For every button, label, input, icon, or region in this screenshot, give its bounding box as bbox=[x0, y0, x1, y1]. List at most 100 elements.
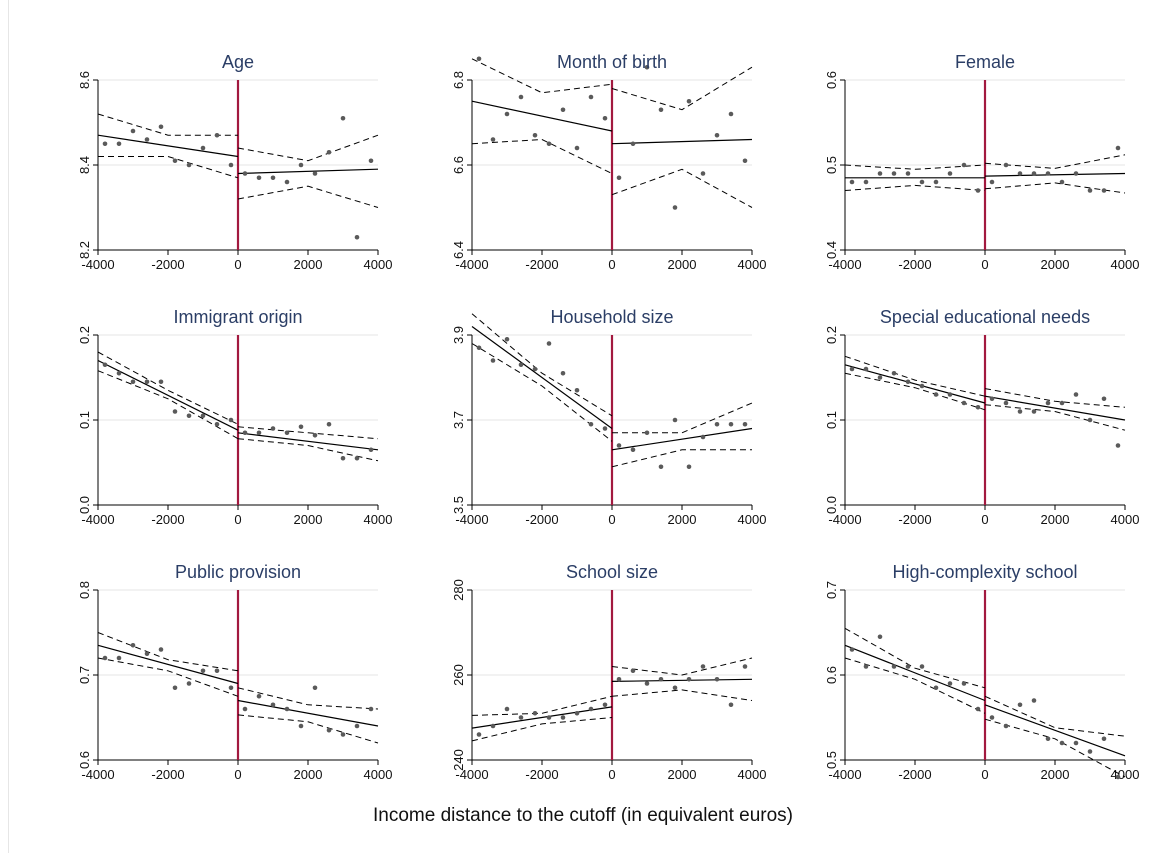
data-point bbox=[1087, 188, 1093, 193]
y-tick-label: 0.5 bbox=[824, 751, 839, 769]
data-point bbox=[1101, 188, 1107, 193]
data-point bbox=[728, 702, 734, 708]
data-point bbox=[560, 107, 566, 113]
data-point bbox=[284, 706, 290, 712]
panel-title: Public provision bbox=[175, 562, 301, 582]
ci-left-upper bbox=[471, 695, 613, 716]
x-tick-label: 0 bbox=[608, 512, 615, 527]
data-point bbox=[686, 676, 692, 682]
data-point bbox=[560, 715, 566, 720]
data-point bbox=[961, 162, 967, 168]
x-tick-label: -4000 bbox=[81, 767, 114, 782]
ci-right-lower bbox=[237, 185, 379, 208]
x-tick-label: 4000 bbox=[364, 767, 393, 782]
data-point bbox=[644, 64, 650, 70]
data-point bbox=[298, 723, 304, 729]
data-point bbox=[340, 455, 346, 461]
data-point bbox=[849, 179, 855, 185]
ci-left-upper bbox=[471, 313, 613, 417]
x-tick-label: -4000 bbox=[828, 767, 861, 782]
x-tick-label: 0 bbox=[981, 257, 988, 272]
data-point bbox=[354, 455, 360, 461]
data-point bbox=[742, 421, 748, 427]
y-tick-label: 0.2 bbox=[824, 326, 839, 344]
y-tick-label: 0.6 bbox=[77, 751, 92, 769]
data-point bbox=[504, 706, 510, 712]
data-point bbox=[877, 171, 883, 176]
x-tick-label: 2000 bbox=[294, 257, 323, 272]
data-point bbox=[742, 158, 748, 164]
y-tick-label: 6.4 bbox=[451, 241, 466, 259]
ci-left-lower bbox=[471, 717, 613, 742]
fit-right bbox=[237, 699, 379, 727]
data-point bbox=[312, 171, 318, 176]
data-point bbox=[1031, 698, 1037, 703]
data-point bbox=[1101, 396, 1107, 402]
data-point bbox=[672, 685, 678, 691]
data-point bbox=[1059, 179, 1065, 185]
panel-public-provision: 0.6 0.7 0.8 -4000 -2000 0 2000 4000 Public provi… bbox=[77, 562, 392, 782]
y-tick-label: 0.1 bbox=[77, 411, 92, 429]
x-tick-label: -4000 bbox=[455, 257, 488, 272]
y-tick-label: 0.7 bbox=[77, 666, 92, 684]
data-point bbox=[630, 141, 636, 147]
fit-right bbox=[611, 138, 753, 145]
x-tick-label: 0 bbox=[608, 767, 615, 782]
panel-title: Month of birth bbox=[557, 52, 667, 72]
data-point bbox=[602, 426, 608, 431]
data-point bbox=[186, 162, 192, 168]
data-point bbox=[658, 107, 664, 113]
data-point bbox=[172, 409, 178, 414]
data-point bbox=[1073, 171, 1079, 176]
data-point bbox=[242, 430, 248, 436]
x-tick-label: 0 bbox=[608, 257, 615, 272]
data-point bbox=[214, 132, 220, 138]
x-tick-label: 4000 bbox=[738, 767, 767, 782]
data-point bbox=[891, 370, 897, 376]
data-point bbox=[919, 664, 925, 669]
data-point bbox=[1031, 409, 1037, 414]
y-tick-label: 3.9 bbox=[451, 326, 466, 344]
x-tick-label: -4000 bbox=[828, 512, 861, 527]
ci-left-lower bbox=[98, 156, 239, 179]
data-point bbox=[270, 175, 276, 181]
ci-right-upper bbox=[984, 695, 1126, 737]
x-tick-label: -2000 bbox=[525, 257, 558, 272]
data-point bbox=[1045, 400, 1051, 406]
fit-left bbox=[97, 359, 239, 431]
data-point bbox=[270, 426, 276, 431]
data-point bbox=[905, 664, 911, 669]
x-tick-label: 2000 bbox=[1041, 512, 1070, 527]
data-point bbox=[130, 128, 136, 134]
x-tick-label: -2000 bbox=[151, 257, 184, 272]
y-tick-label: 8.4 bbox=[77, 156, 92, 174]
x-tick-label: 0 bbox=[981, 767, 988, 782]
x-tick-label: 0 bbox=[234, 767, 241, 782]
data-point bbox=[1101, 736, 1107, 742]
data-point bbox=[242, 706, 248, 712]
data-point bbox=[144, 379, 150, 385]
ci-left-lower bbox=[844, 372, 986, 411]
data-point bbox=[298, 162, 304, 168]
data-point bbox=[214, 421, 220, 427]
panel-age: 8.2 8.4 8.6 -4000 -2000 0 2000 4000 Age bbox=[77, 52, 392, 272]
fit-left bbox=[471, 706, 613, 729]
data-point bbox=[130, 379, 136, 385]
ci-right-lower bbox=[611, 449, 752, 468]
data-point bbox=[490, 723, 496, 729]
panel-household-size: 3.5 3.7 3.9 -4000 -2000 0 2000 4000 Household si… bbox=[451, 307, 766, 527]
data-point bbox=[116, 370, 122, 376]
fit-right bbox=[611, 427, 753, 451]
data-point bbox=[919, 383, 925, 389]
panel-title: Age bbox=[222, 52, 254, 72]
y-tick-label: 3.5 bbox=[451, 496, 466, 514]
ci-left-upper bbox=[844, 627, 986, 689]
data-point bbox=[1115, 145, 1121, 151]
data-point bbox=[644, 430, 650, 436]
fit-left bbox=[471, 100, 613, 132]
y-tick-label: 0.2 bbox=[77, 326, 92, 344]
data-point bbox=[1087, 749, 1093, 754]
data-point bbox=[588, 706, 594, 712]
data-point bbox=[686, 464, 692, 470]
data-point bbox=[340, 115, 346, 121]
